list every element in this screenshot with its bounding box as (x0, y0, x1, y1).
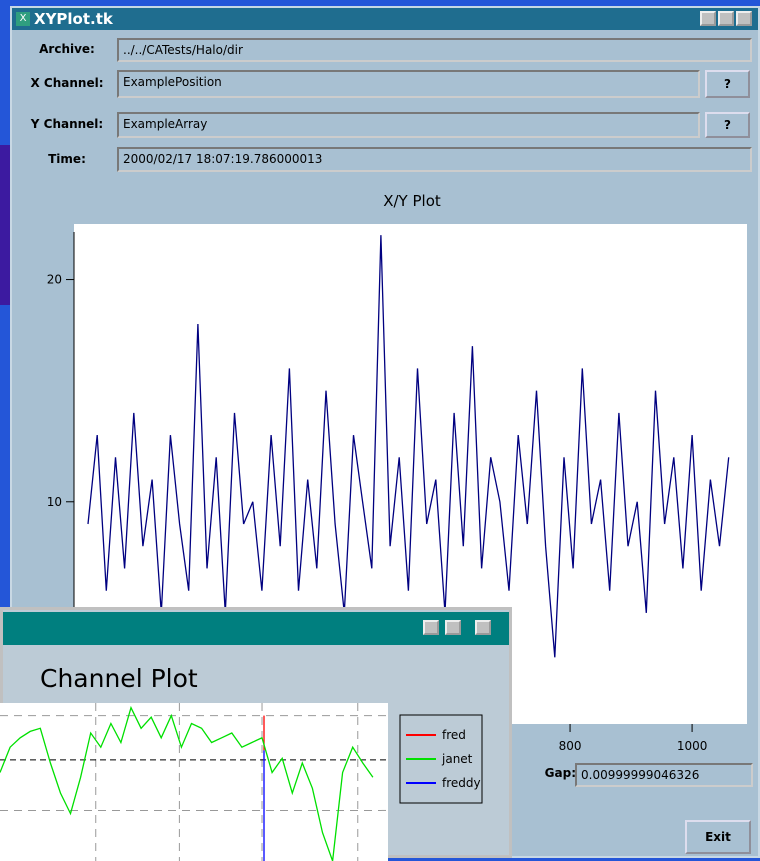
y-tick-label: 10 (47, 495, 62, 509)
field-label: Archive: (17, 42, 117, 56)
plot-area (0, 703, 388, 861)
minimize-button[interactable] (423, 620, 439, 635)
field-entry[interactable]: 2000/02/17 18:07:19.786000013 (117, 147, 752, 172)
help-button[interactable]: ? (705, 112, 750, 138)
close-button[interactable] (475, 620, 491, 635)
chart-title: Channel Plot (40, 664, 198, 693)
legend-label: janet (441, 752, 473, 766)
legend-label: fred (442, 728, 466, 742)
field-label: Time: (17, 152, 117, 166)
exit-button[interactable]: Exit (685, 820, 751, 854)
maximize-button[interactable] (718, 11, 734, 26)
maximize-button[interactable] (445, 620, 461, 635)
minimize-button[interactable] (700, 11, 716, 26)
field-label: Y Channel: (17, 117, 117, 131)
field-entry[interactable]: ExamplePosition (117, 70, 700, 98)
title-bar: XYPlot.tk (12, 8, 758, 30)
help-button[interactable]: ? (705, 70, 750, 98)
y-tick-label: 20 (47, 273, 62, 287)
chart-title: X/Y Plot (383, 192, 441, 210)
legend-label: freddy (442, 776, 481, 790)
window-title: XYPlot.tk (34, 10, 113, 28)
close-button[interactable] (736, 11, 752, 26)
channel-plot: Channel Plot fred janet freddy (0, 645, 512, 861)
field-entry[interactable]: ExampleArray (117, 112, 700, 138)
channel-plot-window: Channel Plot fred janet freddy (0, 607, 512, 858)
x-tick-label: 1000 (677, 739, 708, 753)
field-entry[interactable]: ../../CATests/Halo/dir (117, 38, 752, 62)
window-icon: X (16, 12, 30, 26)
desktop: XYPlot.tk X Archive:../../CATests/Halo/d… (0, 0, 760, 858)
field-label: X Channel: (17, 76, 117, 90)
x-tick-label: 800 (559, 739, 582, 753)
